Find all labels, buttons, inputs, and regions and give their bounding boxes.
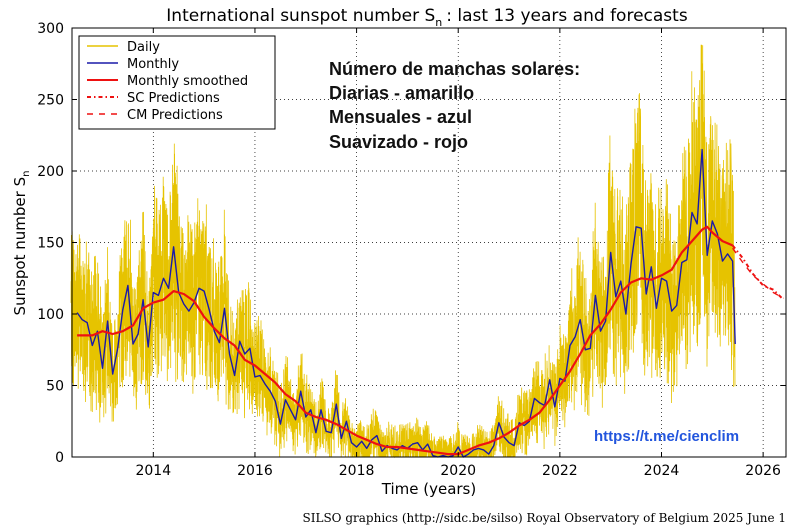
x-tick-label: 2014	[135, 463, 171, 479]
x-tick-label: 2018	[339, 463, 375, 479]
legend-box	[78, 35, 276, 130]
series-line-sc-predictions	[731, 244, 785, 301]
y-tick-label: 150	[37, 236, 64, 252]
y-tick-label: 0	[55, 450, 64, 466]
legend: Daily Monthly Monthly smoothed SC Predic…	[78, 35, 276, 130]
annotation-line-2: Diarias - amarillo	[329, 83, 474, 103]
x-tick-label: 2024	[644, 463, 680, 479]
legend-label-sc: SC Predictions	[127, 91, 220, 106]
annotation-line-4: Suavizado - rojo	[329, 132, 468, 152]
x-tick-label: 2020	[440, 463, 476, 479]
series-lines	[76, 148, 785, 458]
telegram-url[interactable]: https://t.me/cienclim	[594, 428, 739, 445]
x-tick-label: 2022	[542, 463, 578, 479]
annotation-line-1: Número de manchas solares:	[329, 59, 580, 79]
legend-label-cm: CM Predictions	[127, 108, 223, 123]
x-tick-label: 2026	[745, 463, 781, 479]
y-axis-label: Sunspot number Sn	[11, 171, 32, 316]
y-tick-label: 200	[37, 164, 64, 180]
legend-label-smoothed: Monthly smoothed	[127, 74, 248, 89]
chart-title: International sunspot number Sn: last 13…	[166, 6, 688, 29]
y-tick-label: 250	[37, 93, 64, 109]
x-tick-label: 2016	[237, 463, 273, 479]
legend-label-monthly: Monthly	[127, 57, 179, 72]
legend-label-daily: Daily	[127, 40, 160, 55]
y-tick-label: 300	[37, 21, 64, 37]
y-tick-label: 50	[46, 379, 64, 395]
series-line-monthly-smoothed	[77, 225, 734, 456]
credit-line: SILSO graphics (http://sidc.be/silso) Ro…	[303, 511, 786, 525]
axis-ticks: 0 50 100 150 200 250 300 2014 2016 2018 2020 2022 20…	[37, 21, 786, 479]
grid-lines	[72, 28, 786, 457]
annotation-block: Número de manchas solares: Diarias - ama…	[329, 59, 580, 152]
y-tick-label: 100	[37, 307, 64, 323]
x-axis-label: Time (years)	[381, 480, 476, 498]
annotation-line-3: Mensuales - azul	[329, 107, 472, 127]
